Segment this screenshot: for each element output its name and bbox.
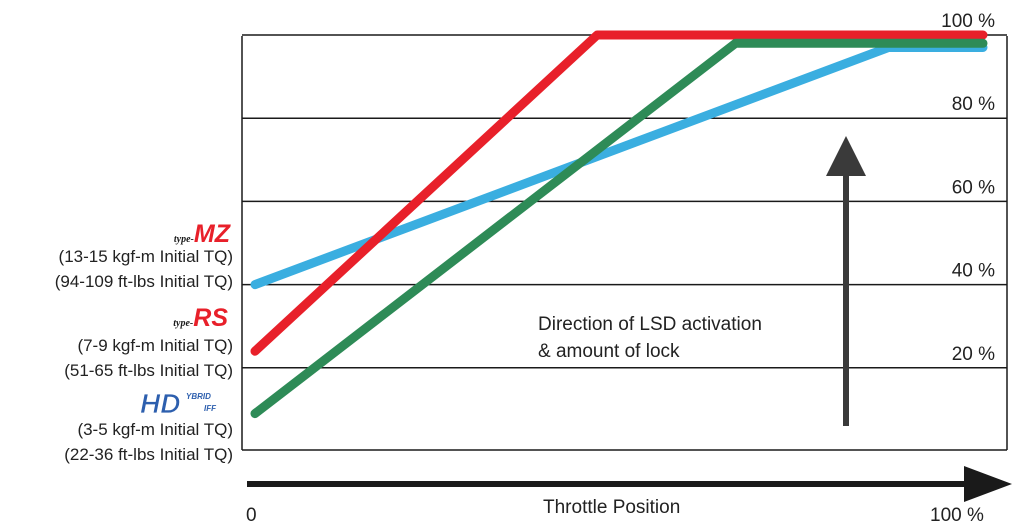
legend: type-MZ (13-15 kgf-m Initial TQ) (94-109… <box>55 220 233 464</box>
legend-rs-line-2: (51-65 ft-lbs Initial TQ) <box>64 361 233 380</box>
y-tick-label-80: 80 % <box>952 94 995 115</box>
legend-rs-line-1: (7-9 kgf-m Initial TQ) <box>77 336 233 355</box>
x-axis-arrow-head-icon <box>964 466 1012 502</box>
y-tick-label-40: 40 % <box>952 261 995 282</box>
hybrid-diff-logo-sub-top: YBRID <box>186 392 211 401</box>
series-line-type-mz <box>250 30 988 356</box>
legend-mz-line-1: (13-15 kgf-m Initial TQ) <box>59 247 233 266</box>
series-lines <box>250 30 988 419</box>
logo-type-mz-main: MZ <box>194 220 232 248</box>
legend-item-hybrid-diff: HD YBRID IFF (3-5 kgf-m Initial TQ) (22-… <box>64 388 233 464</box>
hybrid-diff-logo: HD YBRID IFF <box>140 388 218 420</box>
annotation-line-2: & amount of lock <box>538 341 680 362</box>
hybrid-diff-logo-sub-bottom: IFF <box>204 404 217 413</box>
plot-frame <box>241 36 1008 450</box>
y-tick-labels: 20 % 40 % 60 % 80 % 100 % <box>941 11 995 365</box>
logo-type-rs-main: RS <box>193 304 228 332</box>
x-axis-title: Throttle Position <box>543 497 680 518</box>
annotation-line-1: Direction of LSD activation <box>538 314 762 335</box>
legend-hd-line-1: (3-5 kgf-m Initial TQ) <box>77 420 233 439</box>
legend-item-type-mz: type-MZ (13-15 kgf-m Initial TQ) (94-109… <box>55 220 233 291</box>
legend-hd-line-2: (22-36 ft-lbs Initial TQ) <box>64 445 233 464</box>
legend-mz-line-2: (94-109 ft-lbs Initial TQ) <box>55 272 233 291</box>
lsd-direction-annotation: Direction of LSD activation & amount of … <box>538 136 866 426</box>
y-tick-label-60: 60 % <box>952 177 995 198</box>
x-tick-label-start: 0 <box>246 505 257 526</box>
legend-item-type-rs: type-RS (7-9 kgf-m Initial TQ) (51-65 ft… <box>64 304 233 380</box>
hybrid-diff-logo-main: HD <box>140 388 180 419</box>
logo-type-rs: type-RS <box>173 304 228 332</box>
y-tick-label-100: 100 % <box>941 11 995 32</box>
logo-type-rs-prefix: type- <box>173 318 193 329</box>
x-tick-label-end: 100 % <box>930 505 984 526</box>
lsd-arrow-head-icon <box>826 136 866 176</box>
logo-type-mz-prefix: type- <box>174 234 194 245</box>
y-tick-label-20: 20 % <box>952 344 995 365</box>
series-line-hybrid-diff <box>250 38 988 419</box>
logo-type-mz: type-MZ <box>174 220 232 248</box>
x-axis: Throttle Position 0 100 % <box>246 466 1012 526</box>
